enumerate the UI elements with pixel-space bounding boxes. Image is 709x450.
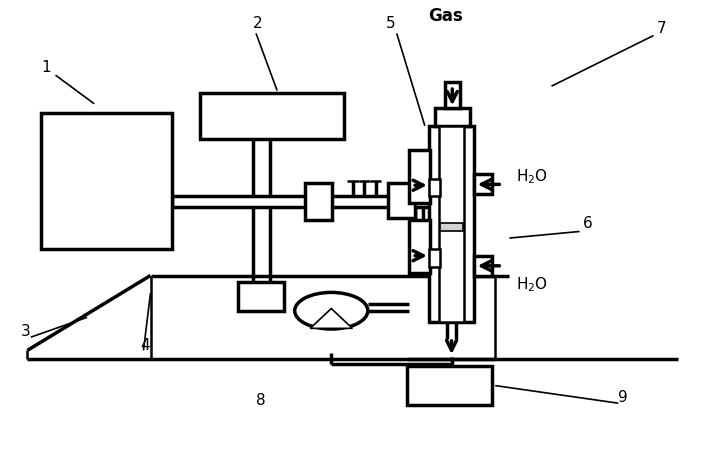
Bar <box>429 126 474 322</box>
Text: 8: 8 <box>256 392 266 408</box>
Bar <box>200 93 344 139</box>
Text: 7: 7 <box>657 21 666 36</box>
Text: 1: 1 <box>41 60 51 75</box>
Bar <box>409 220 430 273</box>
Bar <box>41 112 172 249</box>
Bar <box>409 150 430 203</box>
Polygon shape <box>310 309 352 328</box>
Text: H$_2$O: H$_2$O <box>516 275 548 294</box>
Text: H$_2$O: H$_2$O <box>516 167 548 186</box>
Bar <box>440 223 463 231</box>
Text: 5: 5 <box>386 16 396 31</box>
Bar <box>474 256 491 275</box>
Bar <box>435 108 470 126</box>
Text: 9: 9 <box>618 391 628 405</box>
Bar <box>389 183 415 218</box>
Bar <box>429 249 440 267</box>
Text: 6: 6 <box>583 216 593 231</box>
Bar <box>407 366 491 405</box>
Bar <box>474 174 491 194</box>
Bar <box>429 179 440 196</box>
Bar <box>445 82 460 108</box>
Bar <box>306 183 332 220</box>
Text: 3: 3 <box>21 324 30 339</box>
Text: Gas: Gas <box>428 7 463 25</box>
Bar <box>238 282 284 311</box>
Ellipse shape <box>295 292 368 329</box>
Text: 2: 2 <box>252 16 262 31</box>
Bar <box>439 126 464 322</box>
Text: 4: 4 <box>140 338 150 352</box>
